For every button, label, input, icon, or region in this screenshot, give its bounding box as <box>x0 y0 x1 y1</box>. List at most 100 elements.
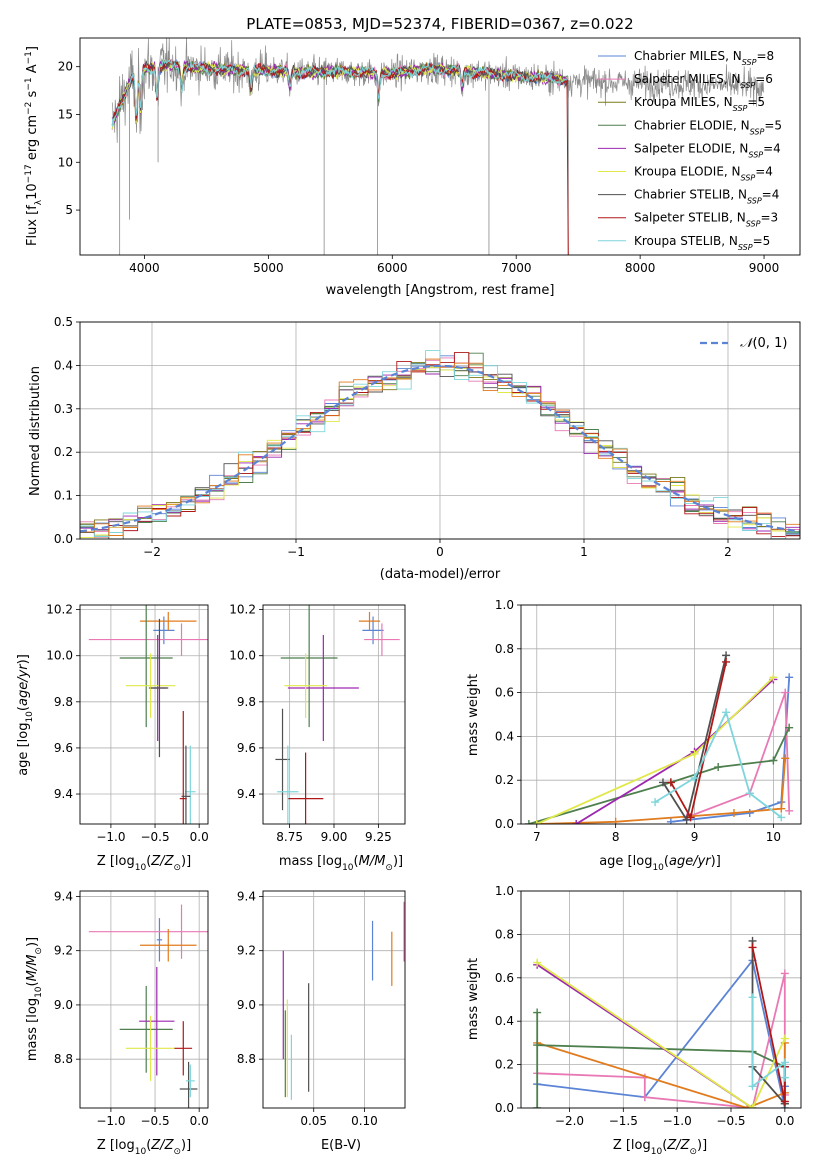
x-tick-label: 0.0 <box>190 830 209 844</box>
spectrum-ylabel-part: ] <box>25 46 40 51</box>
weight-z-xlabel-part: 10 <box>651 1147 663 1157</box>
y-tick-label: 0.0 <box>495 817 514 831</box>
mass-z-ylabel-part: ( <box>25 981 40 986</box>
age_vs_Z-axes: −1.0 −0.5 0.0 9.4 9.6 9.8 10.0 10.2 <box>46 603 209 844</box>
x-tick-label: 10 <box>766 830 781 844</box>
weight-z-xlabel-part: Z/Z <box>666 1138 690 1153</box>
weight-series-line <box>536 961 786 1108</box>
weight-marker <box>785 673 794 682</box>
x-tick-label: 6000 <box>377 261 408 275</box>
x-tick-label: 8 <box>612 830 620 844</box>
x-tick-label: 0.0 <box>775 1114 794 1128</box>
spectrum-ylabel-part: λ <box>34 199 44 205</box>
age-mass-xlabel-part: ( <box>354 854 359 869</box>
legend-label-part: =3 <box>760 211 778 225</box>
y-tick-label: 15 <box>58 107 73 121</box>
weight_vs_Z-plot-area <box>533 936 789 1108</box>
weight-marker <box>686 813 695 822</box>
weight-marker <box>533 1041 542 1050</box>
mass-z-xlabel-part: Z/Z <box>150 1138 174 1153</box>
mass-z-xlabel-part: 10 <box>135 1147 147 1157</box>
age-z-xlabel-part: 10 <box>135 863 147 873</box>
weight-marker <box>690 774 699 783</box>
y-tick-label: 9.2 <box>54 944 73 958</box>
age_vs_mass-axes: 8.75 9.00 9.25 9.4 9.6 9.8 10.0 10.2 <box>229 603 406 844</box>
weight-series-line <box>537 958 786 1108</box>
legend-label-part: =5 <box>747 95 765 109</box>
y-tick-label: 0.2 <box>54 445 73 459</box>
age-z-ylabel: age [log10(age/yr)] <box>16 654 35 776</box>
mass_vs_Z-plot-area <box>88 904 208 1108</box>
spectrum-ylabel-part: −1 <box>24 77 34 90</box>
weight_vs_age-plot-area <box>524 651 794 824</box>
normal-legend-label-part: (0, 1) <box>752 336 787 351</box>
legend-label-part: Chabrier STELIB, N <box>634 188 747 202</box>
spectrum-xlabel: wavelength [Angstrom, rest frame] <box>326 283 555 298</box>
legend-label-part: Salpeter MILES, N <box>634 72 741 86</box>
spectrum-ylabel-part: −1 <box>24 51 34 64</box>
mass_vs_Z-axes: −1.0 −0.5 0.0 8.8 9.0 9.2 9.4 <box>54 889 209 1128</box>
weight-marker <box>533 1104 542 1108</box>
legend-label-part: =4 <box>762 188 780 202</box>
weight-marker <box>780 1058 789 1067</box>
mass-z-xlabel-part: ( <box>146 1138 151 1153</box>
x-tick-label: 0.05 <box>300 1114 327 1128</box>
y-tick-label: 9.4 <box>54 889 73 903</box>
spectrum-ylabel-part: erg cm <box>25 115 40 164</box>
histogram-step <box>80 358 800 539</box>
weight-series-line <box>537 973 786 1108</box>
y-tick-label: 10.2 <box>46 603 73 617</box>
mass-z-ylabel: mass [log10(M/M⊙)] <box>25 937 44 1061</box>
weight-marker <box>532 820 541 824</box>
weight-marker <box>533 1008 542 1017</box>
legend-label-part: =6 <box>755 72 773 86</box>
model-spectrum-line <box>111 58 569 127</box>
mass_vs_ebv-axes: 0.05 0.10 8.8 9.0 9.2 9.4 <box>237 889 406 1128</box>
x-tick-label: 0.0 <box>190 1114 209 1128</box>
legend-label: Salpeter STELIB, NSSP=3 <box>634 211 778 229</box>
x-tick-label: 9000 <box>749 261 780 275</box>
weight-age-xlabel-part: age [log <box>599 854 652 869</box>
legend-label-part: Chabrier MILES, N <box>634 49 742 63</box>
weight-z-ylabel: mass weight <box>466 958 481 1040</box>
weight-age-xlabel: age [log10(age/yr)] <box>599 854 721 873</box>
y-tick-label: 5 <box>65 203 73 217</box>
legend-label-part: =8 <box>756 49 774 63</box>
y-tick-label: 0.3 <box>54 402 73 416</box>
spectrum-ylabel-part: −17 <box>24 164 34 183</box>
legend-label-part: SSP <box>741 81 756 90</box>
y-tick-label: 0.8 <box>495 927 514 941</box>
weight-age-ylabel: mass weight <box>466 674 481 756</box>
weight-marker <box>748 1104 757 1108</box>
legend-label-part: SSP <box>738 242 753 251</box>
weight-series-line <box>670 677 791 823</box>
y-tick-label: 9.8 <box>54 695 73 709</box>
y-tick-label: 0.0 <box>54 532 73 546</box>
legend-label-part: SSP <box>746 219 761 228</box>
weight-marker <box>769 756 778 765</box>
model-spectrum-drop <box>566 81 569 255</box>
weight-z-xlabel-part: )] <box>697 1138 707 1153</box>
legend-label-part: Chabrier ELODIE, N <box>634 118 750 132</box>
y-tick-label: 9.4 <box>237 889 256 903</box>
weight-marker <box>658 778 667 787</box>
weight-age-xlabel-part: age/yr <box>669 854 712 869</box>
x-tick-label: 7 <box>533 830 541 844</box>
weight-marker <box>651 798 660 807</box>
x-tick-label: −1.5 <box>609 1114 638 1128</box>
age-mass-xlabel-part: ⊙ <box>385 863 393 873</box>
weight-marker <box>785 806 794 815</box>
weight-z-xlabel-part: ⊙ <box>689 1147 697 1157</box>
age-z-xlabel-part: )] <box>181 854 191 869</box>
mass-z-ylabel-part: mass [log <box>25 998 40 1061</box>
y-tick-label: 9.4 <box>54 787 73 801</box>
weight-marker <box>666 817 675 824</box>
spectrum-frame <box>79 37 801 256</box>
mass-z-xlabel-part: )] <box>181 1138 191 1153</box>
x-tick-label: 2 <box>724 545 732 559</box>
weight-age-xlabel-part: ( <box>664 854 669 869</box>
age_vs_mass-frame <box>262 604 406 825</box>
weight-marker <box>777 813 786 822</box>
